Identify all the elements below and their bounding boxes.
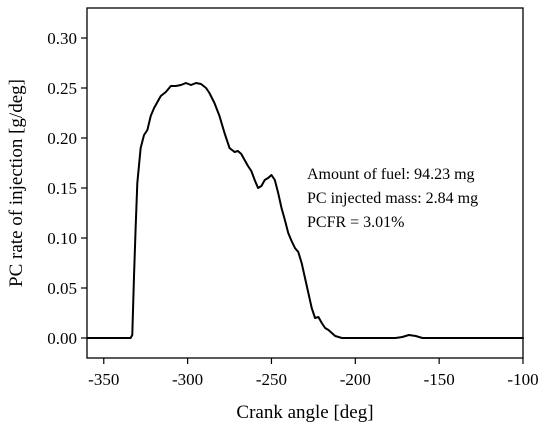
plot-frame: [86, 7, 524, 359]
y-tick-label: 0.25: [47, 79, 77, 98]
y-tick-label: 0.20: [47, 129, 77, 148]
annotation-block: Amount of fuel: 94.23 mg PC injected mas…: [307, 166, 478, 231]
y-tick-label: 0.00: [47, 329, 77, 348]
annotation-pc-injected-mass: PC injected mass: 2.84 mg: [307, 190, 478, 207]
x-tick-label: -200: [340, 370, 371, 389]
x-tick-label: -300: [172, 370, 203, 389]
annotation-fuel-amount: Amount of fuel: 94.23 mg: [307, 166, 475, 183]
y-tick-label: 0.10: [47, 229, 77, 248]
ticks-layer: -350 -300 -250 -200 -150 -100 0.00 0.05 0.10 0.15…: [47, 29, 538, 389]
x-tick-label: -100: [507, 370, 538, 389]
annotation-pcfr: PCFR = 3.01%: [307, 214, 405, 231]
y-axis-label: PC rate of injection [g/deg]: [6, 79, 27, 287]
y-tick-label: 0.05: [47, 279, 77, 298]
x-tick-label: -250: [256, 370, 287, 389]
x-axis-label: Crank angle [deg]: [236, 402, 373, 423]
y-tick-label: 0.15: [47, 179, 77, 198]
x-tick-label: -150: [424, 370, 455, 389]
series-layer: [86, 82, 524, 339]
y-tick-label: 0.30: [47, 29, 77, 48]
x-tick-label: -350: [88, 370, 119, 389]
injection-rate-line: [86, 82, 524, 339]
